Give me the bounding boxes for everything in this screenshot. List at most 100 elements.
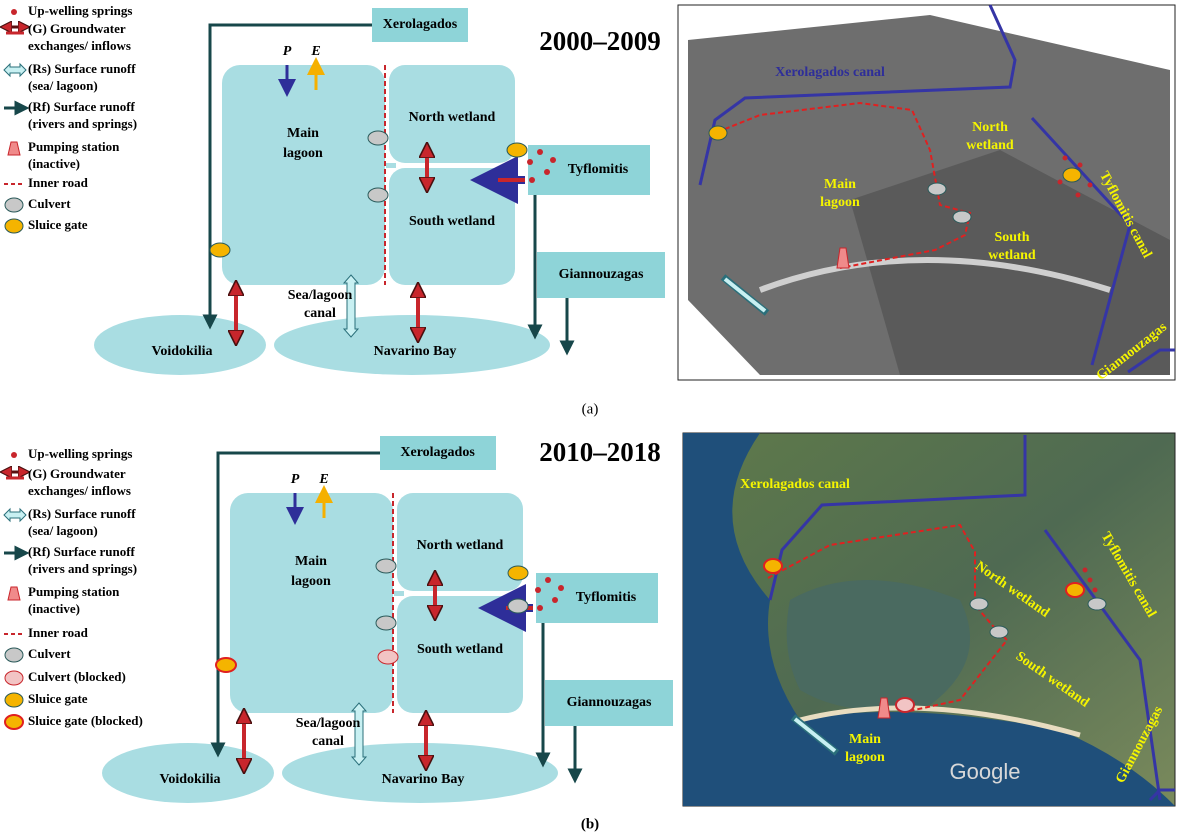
map-label: wetland [988,248,1036,263]
canal-label: Sea/lagoon [288,288,353,303]
legend-label: (G) Groundwater [28,21,126,36]
spring [537,605,543,611]
culvert [508,599,528,613]
legend-label: Sluice gate [28,691,88,706]
spring [529,177,535,183]
legend-label: (sea/ lagoon) [28,78,98,93]
legend-label: Inner road [28,175,89,190]
map-label: Main [824,177,856,192]
spring-icon [11,9,17,15]
canal-label: Sea/lagoon [296,716,361,731]
map-label: North [972,120,1008,135]
spring-map [1063,156,1068,161]
main-lagoon [222,65,385,285]
pump-icon [8,142,20,155]
north-wetland-label: North wetland [417,538,504,553]
navarino-label: Navarino Bay [382,772,465,787]
legend-label: (inactive) [28,156,80,171]
culvert-map [990,626,1008,638]
wetland-link [386,163,396,168]
spring-icon [11,452,17,458]
legend-label: exchanges/ inflows [28,38,131,53]
legend-label: Culvert [28,646,71,661]
spring [544,169,550,175]
map-label: lagoon [820,195,860,210]
sluice-gate [210,243,230,257]
spring-map [1088,578,1093,583]
legend-label: (Rf) Surface runoff [28,99,136,114]
main-lagoon-label: lagoon [291,574,331,589]
tyflomitis-label: Tyflomitis [576,590,637,605]
p-label: P [283,44,292,59]
sluice-gate-blocked [216,658,236,672]
map-label: South [994,230,1029,245]
legend-label: (rivers and springs) [28,116,137,131]
legend-label: (G) Groundwater [28,466,126,481]
culvert-map [928,183,946,195]
wetland-link [394,591,404,596]
spring [527,159,533,165]
legend-label: Pumping station [28,139,120,154]
giannouzagas-label: Giannouzagas [567,695,652,710]
culvert-icon [5,648,23,662]
culvert-map [953,211,971,223]
period-label: 2000–2009 [539,26,661,56]
spring-map [1083,568,1088,573]
canal-label: canal [312,734,344,749]
legend-label: (Rf) Surface runoff [28,544,136,559]
culvert-blocked-icon [5,671,23,685]
sluice-gate [507,143,527,157]
spring [552,597,558,603]
voidokilia-label: Voidokilia [152,344,213,359]
main-lagoon-label: Main [295,554,327,569]
xerolagados-label: Xerolagados [400,445,475,460]
legend-label: Up-welling springs [28,3,132,18]
sluice-map [1063,168,1081,182]
culvert [376,616,396,630]
panel-caption: (b) [581,816,599,832]
legend-label: Sluice gate [28,217,88,232]
spring-map [1058,180,1063,185]
legend-label: Pumping station [28,584,120,599]
e-label: E [318,472,328,487]
sluice-map [709,126,727,140]
spring [550,157,556,163]
giannouzagas-label: Giannouzagas [559,267,644,282]
culvert [368,131,388,145]
map-label: Xerolagados canal [740,477,850,492]
legend-label: Inner road [28,625,89,640]
e-label: E [310,44,320,59]
spring [537,149,543,155]
p-label: P [291,472,300,487]
legend-label: Up-welling springs [28,446,132,461]
legend-label: (inactive) [28,601,80,616]
legend-label: Culvert (blocked) [28,669,126,684]
spring [545,577,551,583]
map-label: Xerolagados canal [775,65,885,80]
pump-icon [8,587,20,600]
figure: Up-welling springs (G) Groundwater exchang… [0,0,1180,839]
sluice-map [1066,583,1084,597]
lagoon [787,580,970,710]
legend-label: Sluice gate (blocked) [28,713,143,728]
navarino-label: Navarino Bay [374,344,457,359]
runoff-sea-icon [4,64,26,76]
google-mark: Google [950,759,1021,784]
map-label: wetland [966,138,1014,153]
tyflomitis-label: Tyflomitis [568,162,629,177]
legend-label: (sea/ lagoon) [28,523,98,538]
panel-caption: (a) [582,401,599,417]
spring-map [1088,183,1093,188]
runoff-sea-icon [4,509,26,521]
south-wetland-label: South wetland [417,642,503,657]
main-lagoon-label: lagoon [283,146,323,161]
sluice-map [764,559,782,573]
sluice-gate [508,566,528,580]
legend-label: Culvert [28,196,71,211]
culvert [376,559,396,573]
culvert-map [970,598,988,610]
main-lagoon [230,493,393,713]
culvert-blocked [378,650,398,664]
map-label: lagoon [845,750,885,765]
culvert [368,188,388,202]
